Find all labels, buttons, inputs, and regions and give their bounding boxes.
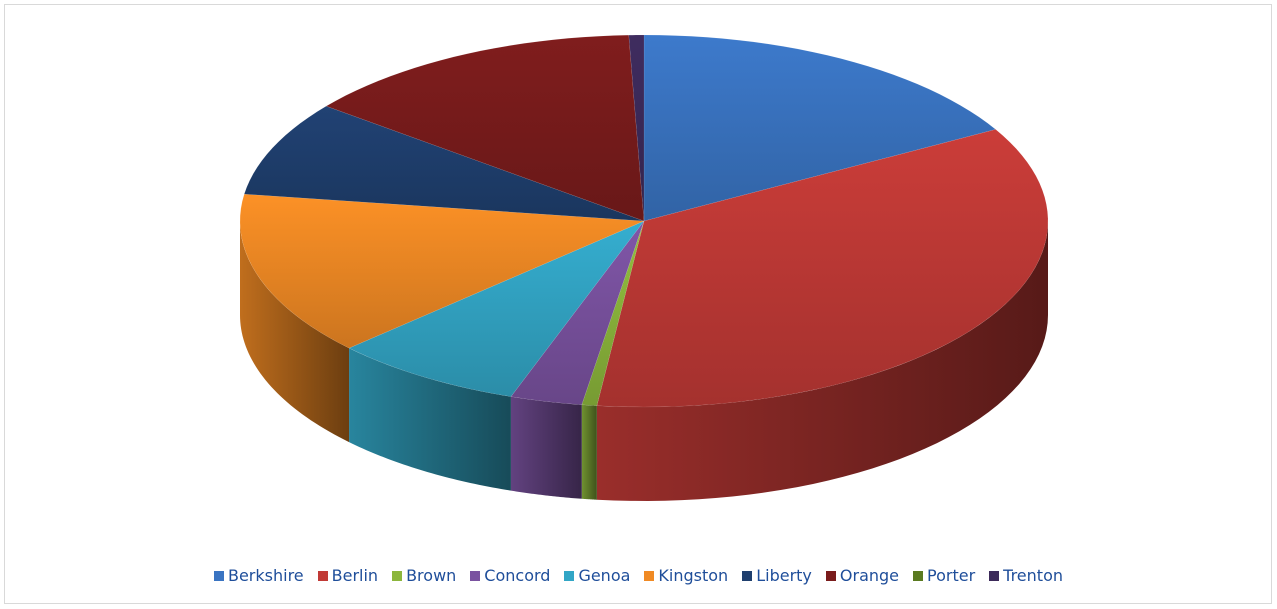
pie-side-kingston (240, 221, 350, 443)
pie-slice-berkshire (643, 34, 997, 222)
pie-slice-orange (325, 34, 645, 222)
legend-swatch (564, 570, 575, 581)
legend-item-kingston: Kingston (644, 566, 728, 585)
pie-slice-concord (510, 220, 645, 406)
legend-label: Berlin (331, 566, 379, 585)
legend-swatch (213, 570, 224, 581)
legend-item-porter: Porter (913, 566, 975, 585)
legend-item-liberty: Liberty (742, 566, 812, 585)
legend-swatch (989, 570, 1000, 581)
legend-item-genoa: Genoa (564, 566, 630, 585)
pie-side-brown (581, 404, 597, 500)
pie-slice-liberty (243, 105, 645, 222)
pie-side-genoa (349, 348, 511, 491)
legend-label: Orange (839, 566, 900, 585)
legend-swatch (392, 570, 403, 581)
legend-label: Liberty (756, 566, 812, 585)
legend-label: Trenton (1003, 566, 1063, 585)
legend-swatch (825, 570, 836, 581)
legend-item-berlin: Berlin (317, 566, 379, 585)
pie-slice-kingston (239, 193, 645, 349)
legend-item-orange: Orange (825, 566, 900, 585)
legend-label: Genoa (578, 566, 631, 585)
legend-item-berkshire: Berkshire (213, 566, 304, 585)
pie-slice-genoa (348, 220, 645, 397)
legend-swatch (644, 570, 655, 581)
pie-slice-berlin (596, 129, 1049, 408)
legend-label: Kingston (658, 566, 729, 585)
legend-label: Porter (927, 566, 976, 585)
legend-item-brown: Brown (392, 566, 456, 585)
legend-item-concord: Concord (470, 566, 550, 585)
pie-side-concord (510, 396, 582, 499)
legend-item-trenton: Trenton (989, 566, 1063, 585)
legend-swatch (470, 570, 481, 581)
legend-label: Concord (484, 566, 551, 585)
legend-swatch (742, 570, 753, 581)
legend-label: Berkshire (227, 566, 304, 585)
pie-slice-trenton (628, 34, 645, 222)
legend-label: Brown (406, 566, 457, 585)
pie-side-berlin (596, 221, 1048, 501)
legend-swatch (913, 570, 924, 581)
legend-swatch (317, 570, 328, 581)
chart-legend: Berkshire Berlin Brown Concord Genoa Kingston… (0, 566, 1277, 585)
